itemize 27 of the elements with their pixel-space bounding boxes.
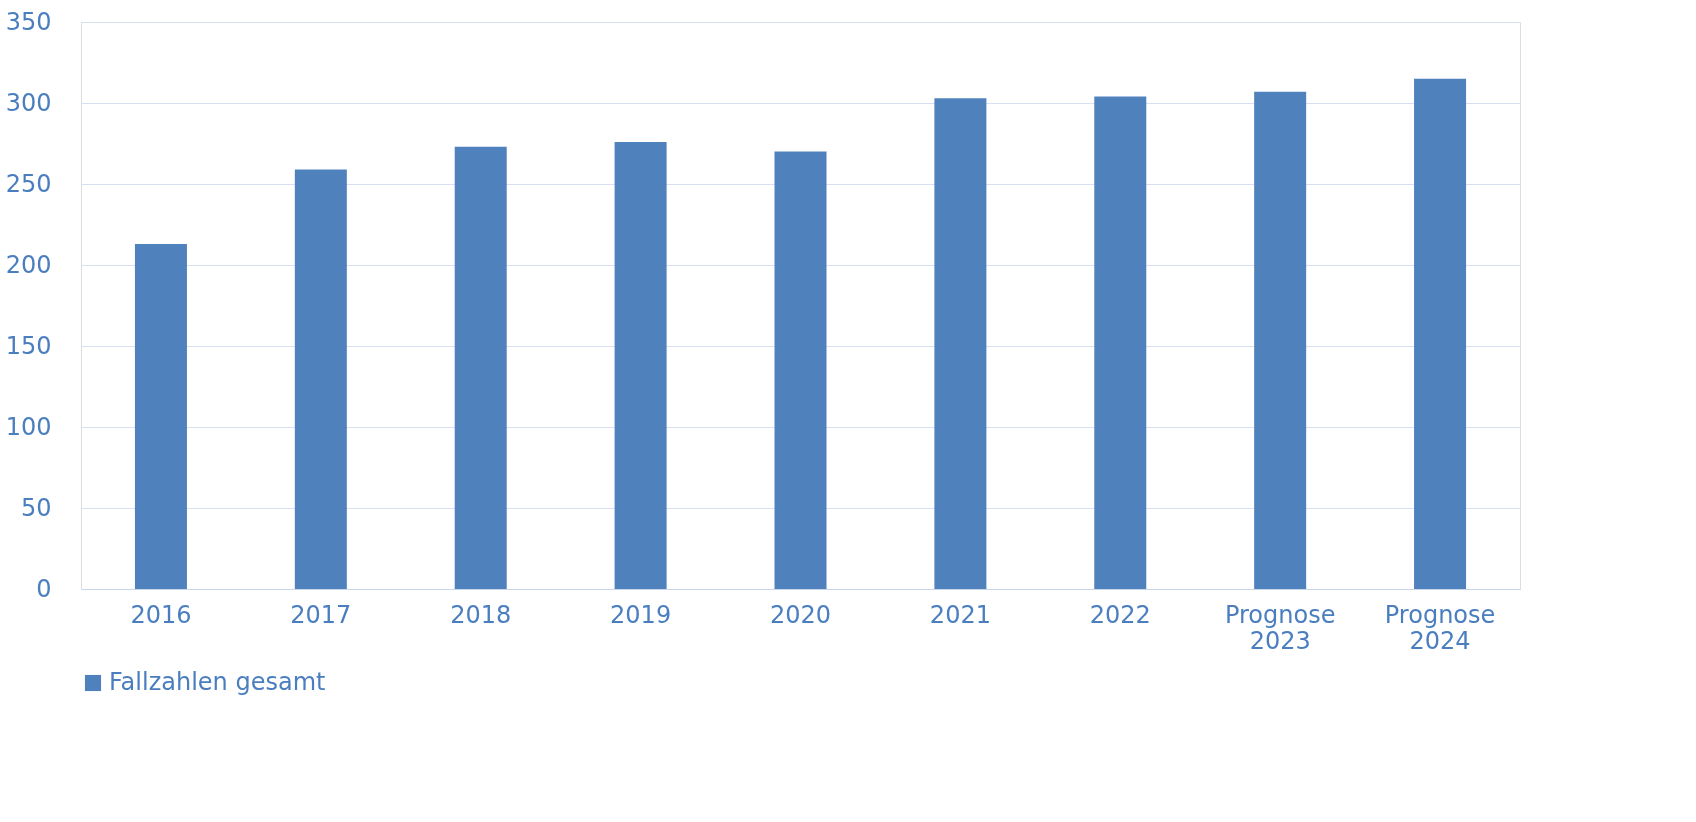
bar [1094,96,1147,589]
x-tick-label: 2022 [1089,600,1151,629]
y-tick-label: 200 [5,250,52,279]
x-tick-label: Prognose 2023 [1224,600,1336,655]
x-tick-label: 2017 [290,600,352,629]
bar [454,146,507,589]
x-tick-label: Prognose 2024 [1384,600,1496,655]
x-tick-label: 2021 [929,600,991,629]
x-tick-label: 2016 [130,600,192,629]
y-tick-label: 250 [5,169,52,198]
y-tick-label: 150 [5,331,52,360]
bar [134,243,187,589]
bar [774,151,827,589]
y-tick-label: 50 [20,493,52,522]
bar [934,98,987,589]
y-tick-label: 0 [36,574,52,603]
legend-label: Fallzahlen gesamt [109,668,326,696]
y-tick-label: 100 [5,412,52,441]
x-tick-label: 2020 [769,600,832,629]
x-tick-label: 2018 [450,600,512,629]
x-tick-label: 2019 [610,600,672,629]
y-tick-label: 350 [5,7,52,36]
y-tick-label: 300 [5,88,52,117]
bar [294,169,347,589]
bar [1414,78,1467,589]
bar [1254,91,1307,589]
bar [614,141,667,589]
